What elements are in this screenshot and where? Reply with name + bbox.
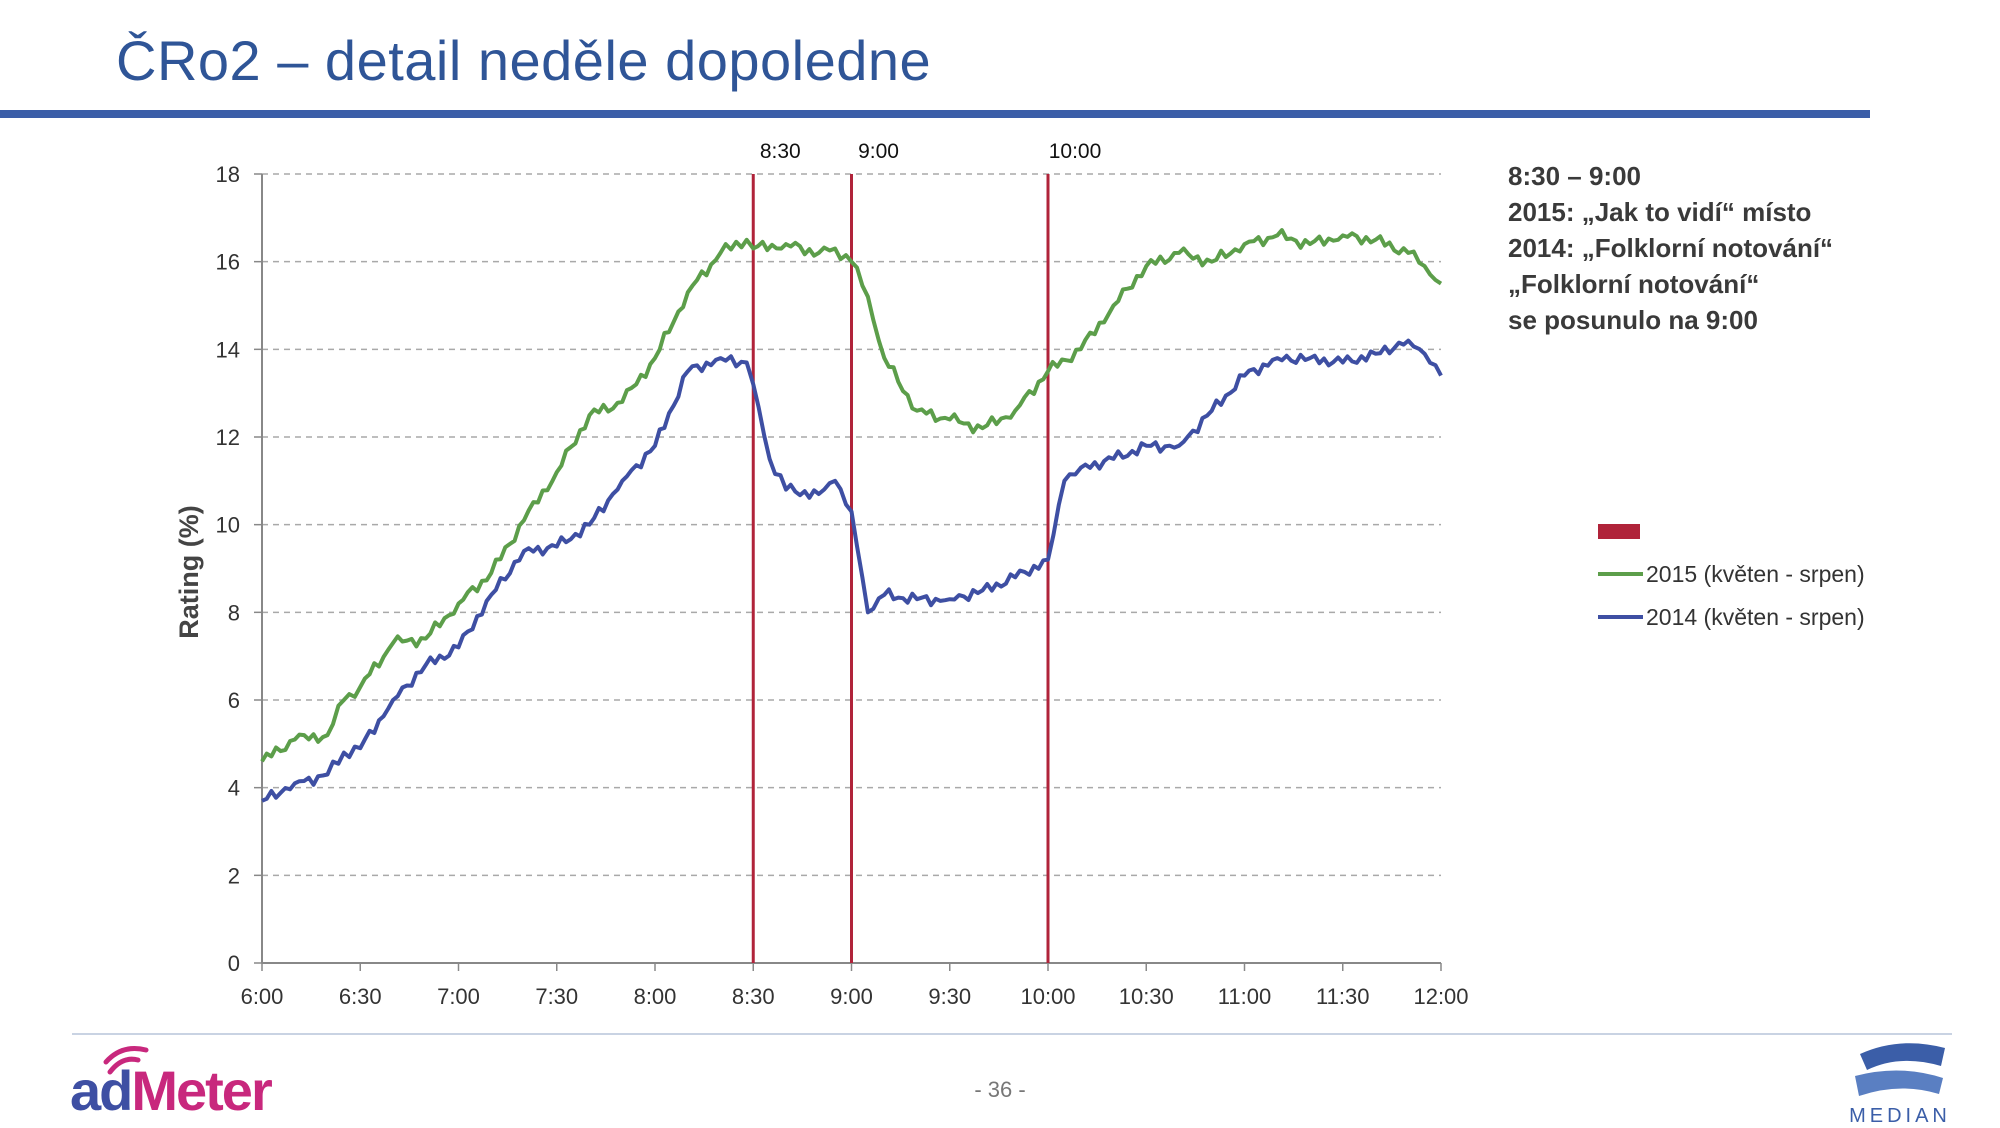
series-lines bbox=[260, 228, 1443, 803]
y-tick-label: 6 bbox=[228, 688, 240, 713]
time-markers: 8:30 9:00 10:00 bbox=[751, 140, 1102, 963]
median-logo-mark bbox=[1855, 1043, 1945, 1096]
x-tick-label: 7:30 bbox=[535, 984, 578, 1009]
x-tick-label: 8:30 bbox=[732, 984, 775, 1009]
axes bbox=[254, 173, 1442, 971]
time-marker-label: 10:00 bbox=[1049, 140, 1102, 163]
x-tick-label: 9:00 bbox=[830, 984, 873, 1009]
y-axis-label: Rating (%) bbox=[174, 505, 204, 638]
y-tick-label: 0 bbox=[228, 951, 240, 976]
y-tick-label: 8 bbox=[228, 600, 240, 625]
median-logo-text: MEDIAN bbox=[1849, 1105, 1951, 1127]
annotation-line: 8:30 – 9:00 bbox=[1508, 161, 1641, 191]
time-marker-label: 9:00 bbox=[858, 140, 899, 163]
x-tick-label: 11:30 bbox=[1316, 984, 1369, 1009]
x-tick-label: 9:30 bbox=[928, 984, 971, 1009]
legend-label: 2014 (květen - srpen) bbox=[1646, 604, 1865, 630]
x-tick-label: 11:00 bbox=[1218, 984, 1271, 1009]
page-number: - 36 - bbox=[974, 1077, 1026, 1102]
x-tick-label: 12:00 bbox=[1413, 984, 1468, 1009]
legend: 2015 (květen - srpen) 2014 (květen - srpe… bbox=[1598, 524, 1865, 630]
svg-text:adMeter: adMeter bbox=[70, 1059, 272, 1120]
annotation-line: 2014: „Folklorní notování“ bbox=[1508, 233, 1834, 263]
x-tick-label: 10:30 bbox=[1119, 984, 1174, 1009]
x-tick-label: 8:00 bbox=[634, 984, 677, 1009]
time-marker-label: 8:30 bbox=[760, 140, 801, 163]
title-divider bbox=[0, 110, 1870, 118]
y-tick-label: 10 bbox=[216, 513, 240, 538]
x-tick-label: 10:00 bbox=[1020, 984, 1075, 1009]
slide-title: ČRo2 – detail neděle dopoledne bbox=[116, 29, 932, 92]
y-tick-label: 16 bbox=[216, 250, 240, 275]
admeter-logo: adMeter bbox=[70, 1046, 274, 1120]
legend-label: 2015 (květen - srpen) bbox=[1646, 561, 1865, 587]
annotation-line: „Folklorní notování“ bbox=[1508, 269, 1760, 299]
x-tick-labels: 6:00 6:30 7:00 7:30 8:00 8:30 9:00 9:30 10:00 10:… bbox=[241, 984, 1469, 1009]
footer-divider bbox=[72, 1033, 1952, 1035]
annotation-line: 2015: „Jak to vidí“ místo bbox=[1508, 197, 1812, 227]
y-tick-label: 18 bbox=[216, 162, 240, 187]
annotation-line: se posunulo na 9:00 bbox=[1508, 305, 1758, 335]
y-tick-label: 4 bbox=[228, 776, 240, 801]
x-tick-label: 6:30 bbox=[339, 984, 382, 1009]
signal-wave-icon bbox=[107, 1056, 141, 1075]
y-tick-labels: 0 2 4 6 8 10 12 14 16 18 bbox=[216, 162, 240, 976]
annotation-note: 8:30 – 9:00 2015: „Jak to vidí“ místo 20… bbox=[1508, 158, 1833, 338]
legend-marker-swatch bbox=[1598, 524, 1640, 539]
gridlines bbox=[262, 173, 1441, 877]
y-tick-label: 14 bbox=[216, 337, 240, 362]
signal-wave-icon bbox=[103, 1046, 149, 1065]
series-line-2014 bbox=[261, 338, 1443, 803]
series-line-2015 bbox=[260, 228, 1443, 763]
y-tick-label: 12 bbox=[216, 425, 240, 450]
x-tick-label: 7:00 bbox=[437, 984, 480, 1009]
x-tick-label: 6:00 bbox=[241, 984, 284, 1009]
y-tick-label: 2 bbox=[228, 863, 240, 888]
